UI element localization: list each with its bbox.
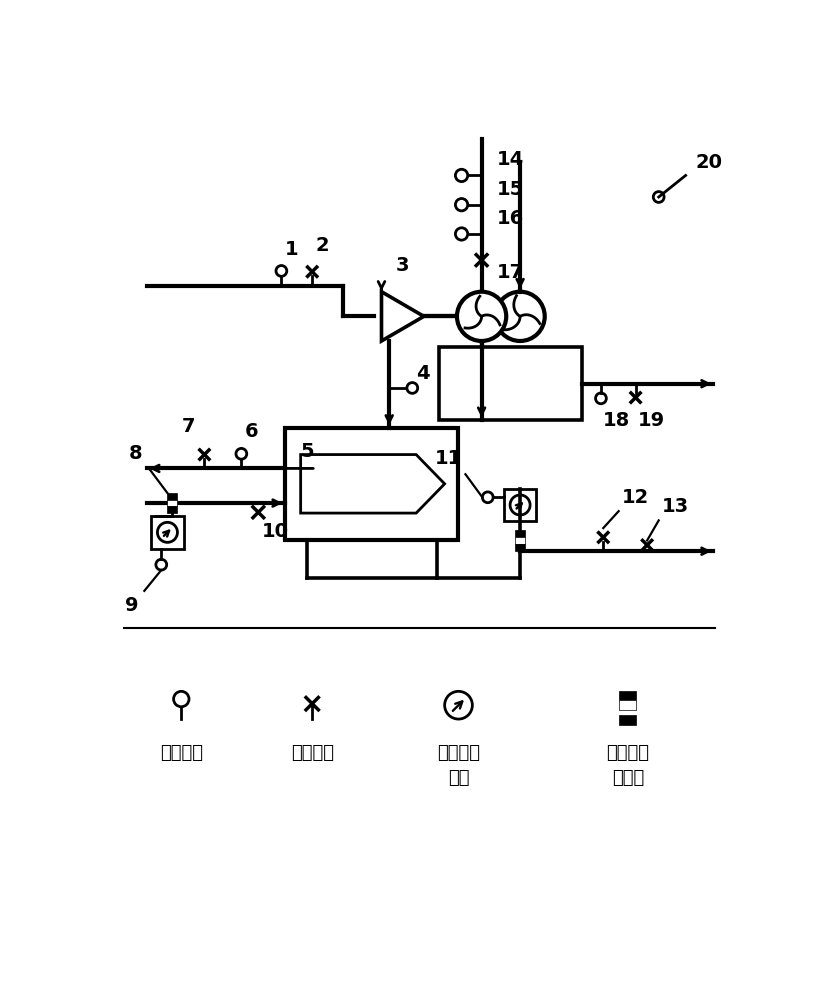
Text: 4: 4 — [416, 364, 429, 383]
Bar — [439, 347, 582, 420]
Text: 17: 17 — [497, 263, 524, 282]
Bar — [167, 493, 177, 500]
Bar — [167, 506, 177, 513]
Text: 18: 18 — [603, 411, 631, 430]
Bar — [515, 530, 525, 537]
Text: 14: 14 — [497, 150, 524, 169]
Text: 孔板、长
颈喷嘴: 孔板、长 颈喷嘴 — [606, 744, 649, 787]
Bar — [515, 544, 525, 551]
Bar — [504, 489, 537, 521]
Bar — [167, 500, 177, 506]
Bar — [619, 700, 636, 710]
Text: 温度测点: 温度测点 — [290, 744, 334, 762]
Text: 压力测点: 压力测点 — [160, 744, 203, 762]
Text: 15: 15 — [497, 180, 524, 199]
Text: 5: 5 — [301, 442, 314, 461]
Bar — [619, 691, 636, 700]
Bar — [619, 715, 636, 725]
Text: 12: 12 — [622, 488, 649, 507]
Text: 8: 8 — [129, 444, 143, 463]
Text: 7: 7 — [182, 417, 196, 436]
Text: 10: 10 — [262, 522, 289, 541]
Text: 6: 6 — [245, 422, 258, 441]
Text: 1: 1 — [285, 240, 298, 259]
Text: 20: 20 — [695, 153, 722, 172]
Bar — [515, 537, 525, 544]
Text: 16: 16 — [497, 209, 524, 228]
Bar — [151, 516, 183, 549]
Text: 9: 9 — [124, 596, 138, 615]
Text: 19: 19 — [638, 411, 665, 430]
Circle shape — [457, 292, 506, 341]
Text: 11: 11 — [434, 449, 461, 468]
Text: 3: 3 — [395, 256, 409, 275]
Text: 13: 13 — [662, 497, 689, 516]
Text: 流量差压
测点: 流量差压 测点 — [437, 744, 480, 787]
Bar — [285, 428, 459, 540]
Text: 2: 2 — [315, 236, 329, 255]
